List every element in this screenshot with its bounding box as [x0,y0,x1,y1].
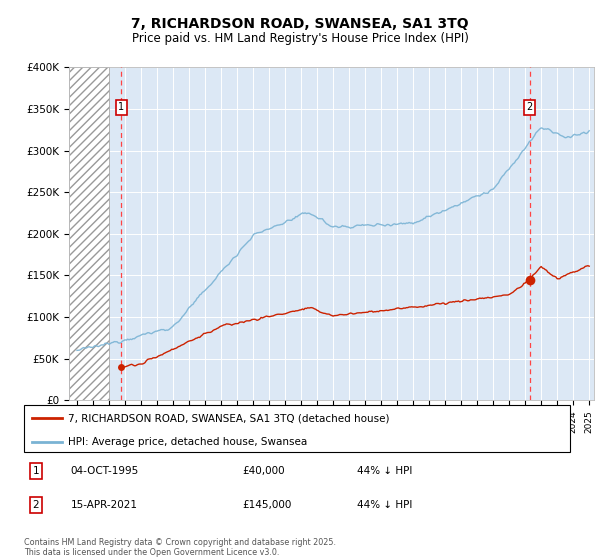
Bar [69,67,109,400]
Text: 7, RICHARDSON ROAD, SWANSEA, SA1 3TQ (detached house): 7, RICHARDSON ROAD, SWANSEA, SA1 3TQ (de… [68,413,389,423]
Text: Price paid vs. HM Land Registry's House Price Index (HPI): Price paid vs. HM Land Registry's House … [131,32,469,45]
Text: 1: 1 [118,102,124,112]
Text: 2: 2 [32,500,40,510]
Text: £40,000: £40,000 [242,466,285,476]
Text: 04-OCT-1995: 04-OCT-1995 [70,466,139,476]
Text: £145,000: £145,000 [242,500,292,510]
Text: HPI: Average price, detached house, Swansea: HPI: Average price, detached house, Swan… [68,437,307,447]
Text: 44% ↓ HPI: 44% ↓ HPI [357,500,412,510]
Text: Contains HM Land Registry data © Crown copyright and database right 2025.
This d: Contains HM Land Registry data © Crown c… [24,538,336,557]
Text: 7, RICHARDSON ROAD, SWANSEA, SA1 3TQ: 7, RICHARDSON ROAD, SWANSEA, SA1 3TQ [131,17,469,31]
Text: 15-APR-2021: 15-APR-2021 [70,500,137,510]
Text: 44% ↓ HPI: 44% ↓ HPI [357,466,412,476]
Text: 2: 2 [527,102,533,112]
Text: 1: 1 [32,466,40,476]
